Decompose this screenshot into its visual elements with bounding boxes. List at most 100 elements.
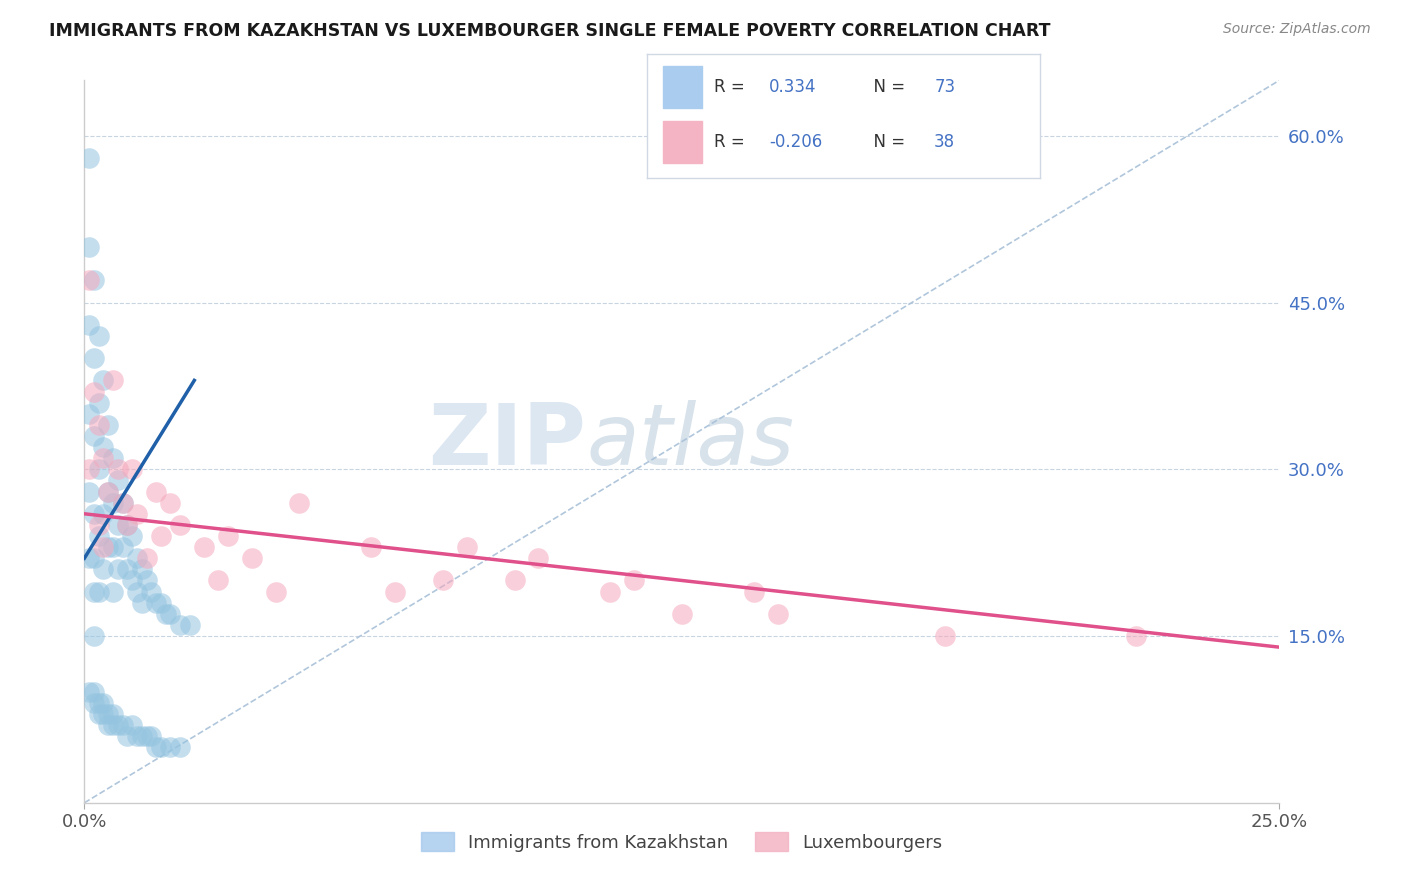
Point	[97, 484, 120, 499]
Text: ZIP: ZIP	[429, 400, 586, 483]
Point	[93, 373, 115, 387]
Point	[671, 607, 693, 621]
Point	[77, 151, 100, 165]
Point	[83, 507, 105, 521]
Point	[1125, 629, 1147, 643]
Point	[111, 496, 134, 510]
Point	[83, 384, 105, 399]
Point	[135, 551, 157, 566]
Point	[159, 496, 181, 510]
Point	[101, 540, 124, 554]
Point	[107, 474, 129, 488]
Point	[77, 240, 100, 254]
Text: Source: ZipAtlas.com: Source: ZipAtlas.com	[1223, 22, 1371, 37]
Point	[97, 540, 120, 554]
Point	[93, 451, 115, 466]
Point	[93, 562, 115, 576]
Point	[87, 706, 110, 721]
Point	[264, 584, 287, 599]
Point	[125, 729, 148, 743]
Point	[111, 496, 134, 510]
Point	[125, 584, 148, 599]
Point	[83, 429, 105, 443]
Point	[145, 740, 167, 755]
Bar	[662, 66, 702, 109]
Text: R =: R =	[714, 78, 755, 96]
Point	[742, 584, 765, 599]
Point	[83, 684, 105, 698]
Legend: Immigrants from Kazakhstan, Luxembourgers: Immigrants from Kazakhstan, Luxembourger…	[415, 825, 949, 859]
Text: 38: 38	[934, 133, 955, 151]
Point	[83, 696, 105, 710]
Point	[83, 351, 105, 366]
Point	[83, 273, 105, 287]
Point	[159, 740, 181, 755]
Point	[145, 484, 167, 499]
Point	[107, 718, 129, 732]
Point	[93, 540, 115, 554]
Point	[179, 618, 201, 632]
Text: -0.206: -0.206	[769, 133, 823, 151]
Point	[149, 529, 172, 543]
Point	[121, 529, 143, 543]
Point	[93, 440, 115, 454]
Point	[145, 596, 167, 610]
Point	[77, 273, 100, 287]
Point	[193, 540, 215, 554]
Point	[125, 551, 148, 566]
Point	[117, 729, 139, 743]
Point	[456, 540, 478, 554]
Point	[131, 729, 153, 743]
Text: 73: 73	[934, 78, 955, 96]
Point	[87, 529, 110, 543]
Point	[77, 484, 100, 499]
Point	[141, 729, 163, 743]
Point	[599, 584, 621, 599]
Point	[101, 718, 124, 732]
Point	[87, 584, 110, 599]
Point	[432, 574, 454, 588]
Text: N =: N =	[863, 78, 911, 96]
Point	[117, 562, 139, 576]
Point	[87, 462, 110, 476]
Point	[384, 584, 406, 599]
Bar	[662, 121, 702, 163]
Point	[87, 395, 110, 409]
Point	[117, 517, 139, 532]
Point	[217, 529, 239, 543]
Point	[111, 718, 134, 732]
Point	[503, 574, 526, 588]
Point	[101, 584, 124, 599]
Text: N =: N =	[863, 133, 911, 151]
Point	[125, 507, 148, 521]
Point	[107, 517, 129, 532]
Point	[87, 696, 110, 710]
Point	[121, 718, 143, 732]
Point	[141, 584, 163, 599]
Point	[527, 551, 550, 566]
Point	[93, 696, 115, 710]
Text: atlas: atlas	[586, 400, 794, 483]
Point	[97, 417, 120, 432]
Point	[623, 574, 645, 588]
Point	[360, 540, 382, 554]
Point	[169, 517, 191, 532]
Point	[121, 574, 143, 588]
Point	[101, 706, 124, 721]
Point	[131, 596, 153, 610]
Point	[135, 729, 157, 743]
Point	[97, 718, 120, 732]
Point	[169, 618, 191, 632]
Point	[131, 562, 153, 576]
Text: IMMIGRANTS FROM KAZAKHSTAN VS LUXEMBOURGER SINGLE FEMALE POVERTY CORRELATION CHA: IMMIGRANTS FROM KAZAKHSTAN VS LUXEMBOURG…	[49, 22, 1050, 40]
Text: R =: R =	[714, 133, 749, 151]
Point	[169, 740, 191, 755]
Point	[97, 484, 120, 499]
Point	[77, 318, 100, 332]
Point	[121, 462, 143, 476]
Point	[87, 329, 110, 343]
Point	[149, 740, 172, 755]
Point	[87, 517, 110, 532]
Point	[77, 684, 100, 698]
Point	[83, 629, 105, 643]
